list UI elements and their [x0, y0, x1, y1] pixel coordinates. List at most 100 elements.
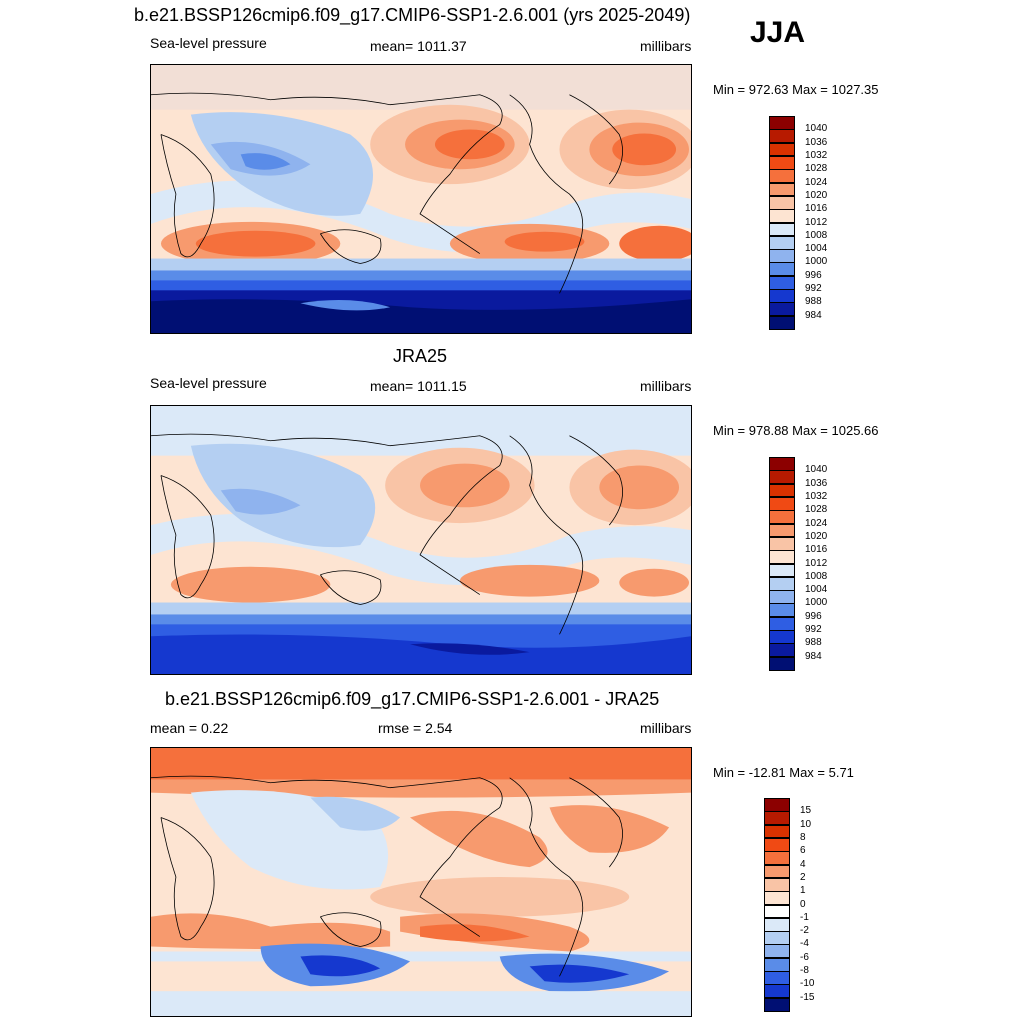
- colorbar-label: 1040: [805, 464, 828, 476]
- colorbar-label: -1: [800, 911, 809, 923]
- colorbar-swatch: [769, 195, 795, 210]
- panel-model-units: millibars: [640, 38, 692, 54]
- colorbar-label: 996: [805, 610, 822, 622]
- colorbar-label: -10: [800, 978, 815, 990]
- colorbar-label: 1: [800, 885, 806, 897]
- colorbar-label: 1032: [805, 490, 828, 502]
- colorbar-swatch: [769, 590, 795, 604]
- colorbar-swatch: [769, 249, 795, 263]
- panel-obs-title: JRA25: [393, 346, 448, 366]
- colorbar-label: 15: [800, 805, 812, 817]
- colorbar-swatch: [769, 315, 795, 330]
- colorbar-label: 1004: [805, 243, 828, 255]
- colorbar-swatch: [769, 536, 795, 551]
- colorbar-label: -8: [800, 965, 809, 977]
- panel-model-mean: mean= 1011.37: [370, 38, 467, 54]
- colorbar-swatch: [764, 931, 790, 945]
- colorbar-swatch: [769, 496, 795, 511]
- colorbar-swatch: [764, 891, 790, 905]
- panel-obs-map: [150, 405, 692, 675]
- panel-diff-mean: mean = 0.22: [150, 720, 229, 736]
- colorbar-swatch: [769, 656, 795, 671]
- colorbar-label: 988: [805, 637, 822, 649]
- colorbar-label: 984: [805, 309, 822, 321]
- colorbar-swatch: [769, 470, 795, 485]
- colorbar-swatch: [769, 643, 795, 658]
- colorbar-swatch: [764, 984, 790, 999]
- colorbar-label: 1020: [805, 189, 828, 201]
- panel-obs-units: millibars: [640, 378, 692, 394]
- colorbar-label: 992: [805, 283, 822, 295]
- colorbar-swatch: [769, 182, 795, 197]
- colorbar-swatch: [769, 457, 795, 471]
- colorbar-swatch: [769, 116, 795, 130]
- colorbar-label: 996: [805, 269, 822, 281]
- colorbar-swatch: [769, 142, 795, 157]
- panel-diff-map: [150, 747, 692, 1017]
- panel-diff-colorbar: 15 10 8 6 4 2 1 0 -1 -2 -4 -6 -8 -10 -15: [764, 798, 814, 1012]
- panel-obs-field: [151, 406, 691, 674]
- colorbar-swatch: [769, 209, 795, 223]
- colorbar-swatch: [769, 550, 795, 564]
- colorbar-swatch: [769, 275, 795, 290]
- colorbar-label: 1008: [805, 570, 828, 582]
- colorbar-swatch: [764, 957, 790, 972]
- colorbar-label: 984: [805, 650, 822, 662]
- colorbar-label: -2: [800, 925, 809, 937]
- colorbar-label: -4: [800, 938, 809, 950]
- colorbar-label: 1028: [805, 163, 828, 175]
- panel-obs-variable: Sea-level pressure: [150, 375, 267, 391]
- colorbar-swatch: [769, 616, 795, 631]
- colorbar-label: 8: [800, 831, 806, 843]
- panel-diff-units: millibars: [640, 720, 692, 736]
- colorbar-label: 1028: [805, 504, 828, 516]
- colorbar-label: 992: [805, 624, 822, 636]
- colorbar-swatch: [764, 944, 790, 959]
- panel-obs-minmax: Min = 978.88 Max = 1025.66: [713, 423, 879, 438]
- panel-model-colorbar: 1040 1036 1032 1028 1024 1020 1016 1012 1008 1004…: [769, 116, 827, 330]
- colorbar-swatch: [764, 798, 790, 812]
- panel-model-field: [151, 65, 691, 333]
- panel-diff-title: b.e21.BSSP126cmip6.f09_g17.CMIP6-SSP1-2.…: [165, 689, 660, 709]
- colorbar-swatch: [769, 603, 795, 618]
- colorbar-label: 1004: [805, 584, 828, 596]
- colorbar-label: 1036: [805, 136, 828, 148]
- colorbar-label: 1040: [805, 123, 828, 135]
- colorbar-swatch: [769, 129, 795, 144]
- panel-model-title: b.e21.BSSP126cmip6.f09_g17.CMIP6-SSP1-2.…: [134, 5, 691, 25]
- colorbar-label: 1016: [805, 544, 828, 556]
- colorbar-label: 1024: [805, 176, 828, 188]
- colorbar-label: 4: [800, 858, 806, 870]
- colorbar-swatch: [769, 576, 795, 591]
- colorbar-swatch: [769, 483, 795, 498]
- colorbar-label: -6: [800, 951, 809, 963]
- colorbar-label: 1036: [805, 477, 828, 489]
- colorbar-label: 988: [805, 296, 822, 308]
- colorbar-swatch: [769, 262, 795, 277]
- colorbar-label: 1020: [805, 530, 828, 542]
- colorbar-label: 10: [800, 818, 812, 830]
- colorbar-swatch: [769, 523, 795, 538]
- panel-model-variable: Sea-level pressure: [150, 35, 267, 51]
- colorbar-swatch: [764, 864, 790, 879]
- colorbar-swatch: [769, 155, 795, 170]
- colorbar-swatch: [764, 877, 790, 892]
- panel-diff-rmse: rmse = 2.54: [378, 720, 453, 736]
- panel-model-map: [150, 64, 692, 334]
- colorbar-label: 1016: [805, 203, 828, 215]
- colorbar-label: 1032: [805, 149, 828, 161]
- colorbar-swatch: [769, 630, 795, 644]
- colorbar-label: 0: [800, 898, 806, 910]
- colorbar-label: -15: [800, 991, 815, 1003]
- colorbar-swatch: [769, 510, 795, 525]
- colorbar-swatch: [764, 811, 790, 826]
- colorbar-swatch: [769, 289, 795, 303]
- colorbar-swatch: [764, 824, 790, 839]
- colorbar-label: 6: [800, 845, 806, 857]
- colorbar-label: 1024: [805, 517, 828, 529]
- season-label: JJA: [750, 16, 806, 49]
- colorbar-swatch: [769, 563, 795, 578]
- panel-diff-field: [151, 748, 691, 1016]
- colorbar-swatch: [764, 997, 790, 1012]
- panel-diff-minmax: Min = -12.81 Max = 5.71: [713, 765, 854, 780]
